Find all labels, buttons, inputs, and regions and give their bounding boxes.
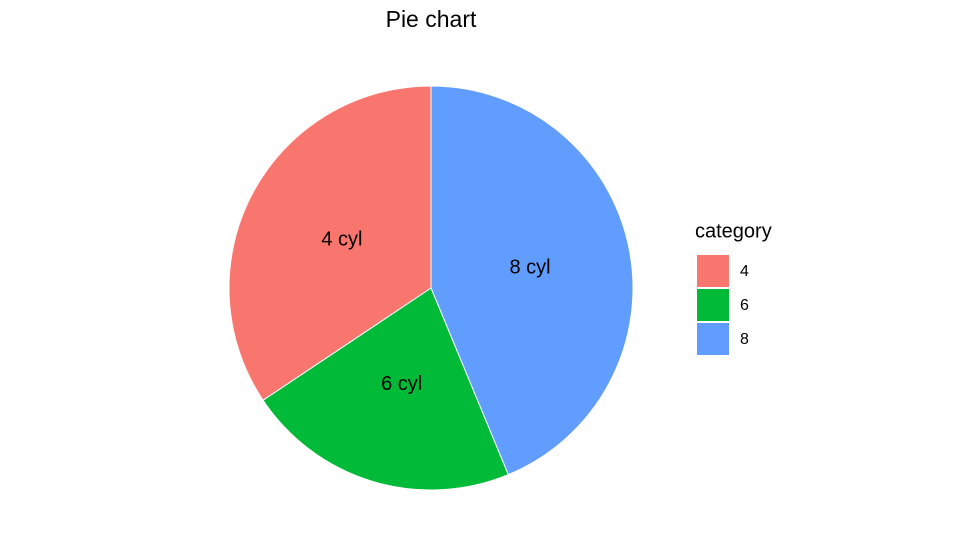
legend-label: 8	[740, 331, 749, 348]
legend-label: 6	[740, 297, 749, 314]
legend-title: category	[695, 220, 772, 242]
legend-key	[697, 289, 729, 321]
slice-label: 6 cyl	[381, 373, 422, 395]
legend-label: 4	[740, 263, 749, 280]
pie-slice	[430, 85, 634, 476]
pie-slice	[228, 85, 432, 401]
pie-slice	[262, 287, 509, 491]
slice-label: 8 cyl	[509, 257, 550, 279]
legend-key	[697, 255, 729, 287]
chart-title: Pie chart	[386, 6, 477, 32]
slice-label: 4 cyl	[321, 229, 362, 251]
legend-key	[697, 323, 729, 355]
